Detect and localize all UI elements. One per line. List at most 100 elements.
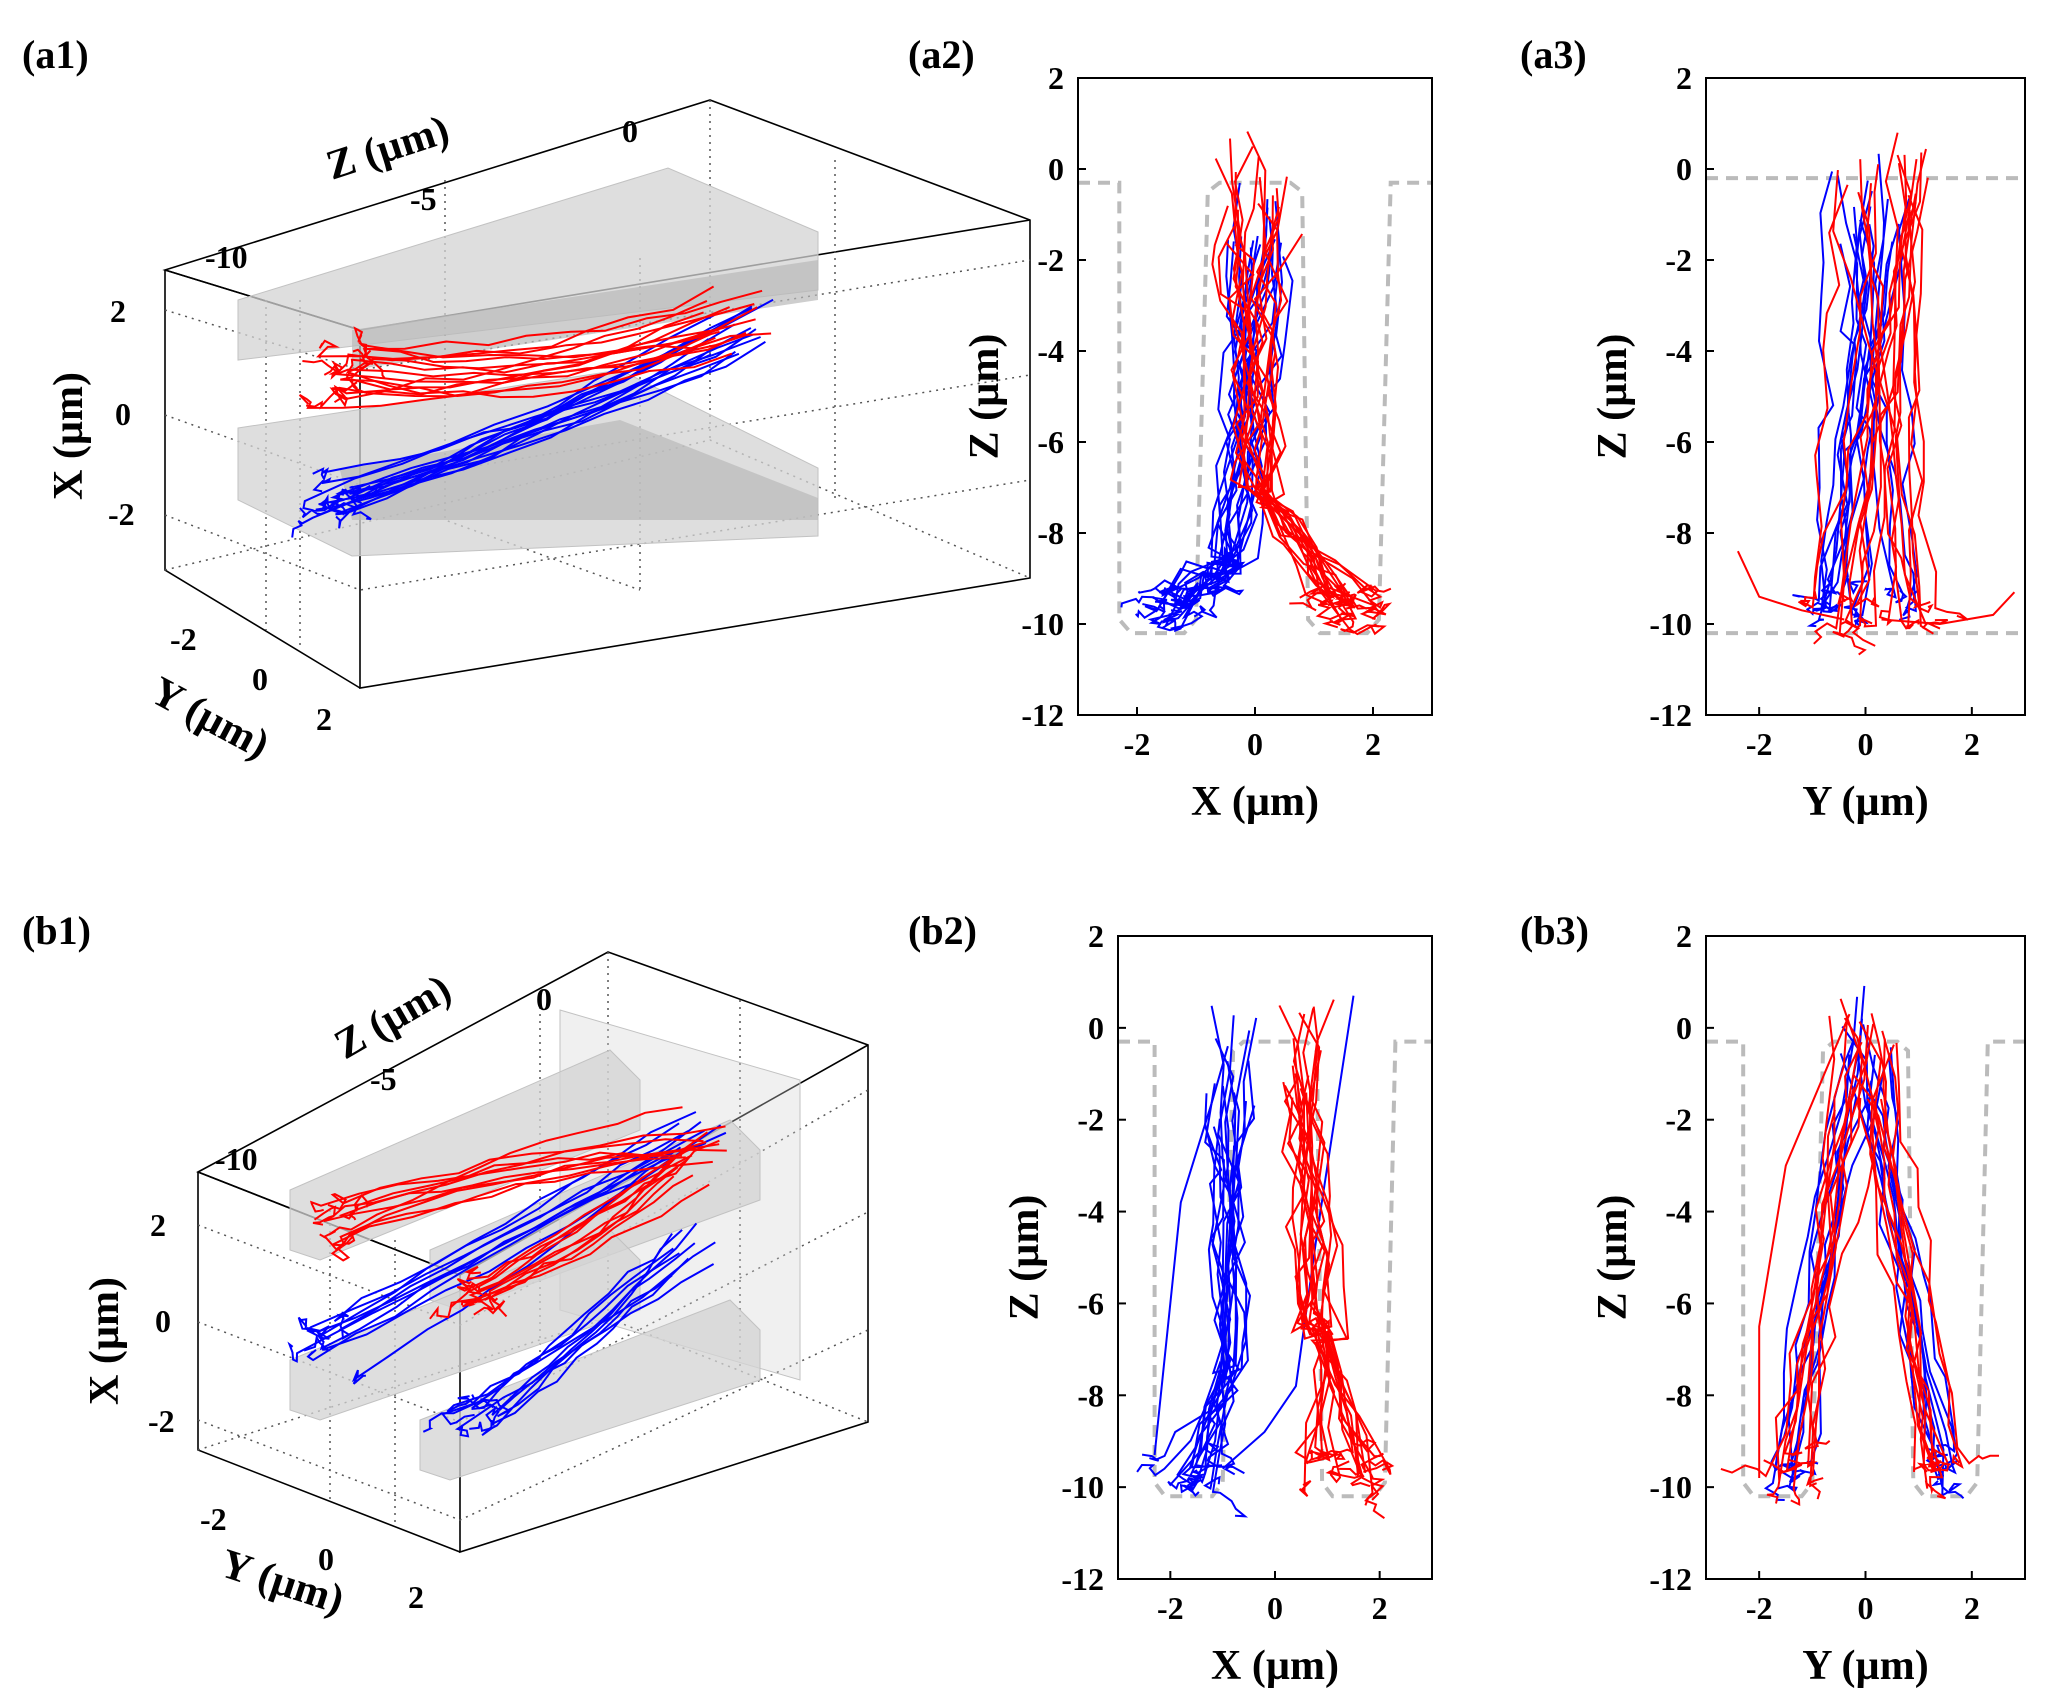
z-tick-1: -5	[370, 1061, 397, 1097]
z-tick-2: 0	[536, 981, 552, 1017]
y-tick-5: -8	[1037, 515, 1064, 551]
y-tick-2: 2	[316, 701, 332, 737]
blue-trace-14	[1822, 206, 1872, 614]
panel-label-a2: (a2)	[908, 32, 975, 77]
blue-trace-8	[306, 1131, 727, 1362]
y-tick-3: -4	[1037, 333, 1064, 369]
channel-boundary	[1118, 1039, 1432, 1499]
y-tick-4: -6	[1665, 424, 1692, 460]
red-trace-16	[1217, 225, 1332, 602]
red-trace-12	[1906, 194, 1924, 630]
blue-trace-5	[299, 1149, 678, 1334]
red-trace-26	[340, 328, 720, 389]
lower-right-slab	[419, 1299, 761, 1481]
x-tick-1: 0	[1858, 726, 1874, 762]
x-tick-2: 2	[1372, 1590, 1388, 1626]
red-trace-14	[1278, 1005, 1354, 1460]
y-tick-7: -12	[1649, 1561, 1692, 1597]
red-trace-2	[1813, 158, 1918, 645]
chart-b3: -2 0 2 2 0 -2 -4 -6 -8 -10 -12 Y (µm) Z (µm)	[1590, 918, 2026, 1689]
y-tick-3: -4	[1077, 1194, 1104, 1230]
red-trace-14	[1804, 1015, 1836, 1450]
blue-trace-12	[1788, 1065, 1886, 1483]
z-tick-2: 0	[622, 113, 638, 149]
red-trace-100	[1758, 1013, 1851, 1478]
red-trace-32	[488, 1159, 687, 1318]
red-trace-36	[429, 1166, 679, 1320]
y-tick-7: -12	[1021, 697, 1064, 733]
z-tick-0: -10	[205, 239, 248, 275]
chart-a2: -2 0 2 2 0 -2 -4 -6 -8 -10 -12 X (µm) Z (µm)	[962, 60, 1433, 825]
red-trace-17	[1214, 158, 1393, 620]
z-axis-label: Z (µm)	[327, 966, 459, 1069]
red-trace-21	[310, 1148, 727, 1213]
y-axis-label: Z (µm)	[1002, 1195, 1048, 1321]
blue-trace-9	[1812, 171, 1835, 612]
red-trace-15	[1880, 1098, 1947, 1500]
x-axis-label: X (µm)	[46, 372, 92, 500]
y-tick-0: 2	[1676, 918, 1692, 954]
red-trace-21	[345, 352, 733, 399]
z-tick-1: -5	[410, 181, 437, 217]
y-tick-2: -2	[1665, 242, 1692, 278]
red-trace-17	[1866, 1098, 2000, 1465]
y-tick-1: 0	[1088, 1010, 1104, 1046]
blue-trace-5	[1836, 175, 1897, 599]
blue-trace-19	[446, 1241, 716, 1413]
red-trace-30	[328, 331, 747, 385]
blue-trace-2	[1774, 996, 1859, 1483]
traces	[1720, 985, 2000, 1507]
red-trace-29	[319, 1160, 713, 1251]
panel-label-b2: (b2)	[908, 908, 977, 953]
panel-label-b1: (b1)	[22, 908, 91, 953]
y-tick-2: -2	[1037, 242, 1064, 278]
blue-trace-5	[1203, 1061, 1249, 1491]
x-tick-1: 0	[155, 1303, 171, 1339]
red-trace-15	[1300, 1092, 1363, 1479]
y-tick-4: -6	[1665, 1285, 1692, 1321]
red-trace-8	[1897, 162, 1969, 621]
x-tick-2: 2	[1964, 1590, 1980, 1626]
z-axis-label: Z (µm)	[321, 107, 455, 190]
panel-label-a3: (a3)	[1520, 32, 1587, 77]
red-trace-29	[302, 333, 750, 378]
x-tick-1: 0	[1858, 1590, 1874, 1626]
blue-trace-1	[338, 1130, 689, 1340]
red-trace-17	[1858, 152, 1923, 628]
red-trace-28	[327, 1138, 704, 1211]
x-tick-0: 2	[110, 293, 126, 329]
blue-trace-13	[441, 1252, 680, 1426]
blue-trace-6	[1162, 256, 1272, 598]
y-tick-6: -10	[1649, 1469, 1692, 1505]
red-trace-5	[1804, 184, 1849, 602]
x-tick-1: 0	[1267, 1590, 1283, 1626]
red-trace-14	[1246, 131, 1343, 629]
red-trace-5	[1242, 195, 1380, 634]
traces	[1136, 995, 1395, 1520]
red-trace-18	[1720, 1041, 1863, 1478]
x-axis-label: X (µm)	[1191, 779, 1319, 825]
y-tick-1: 0	[1676, 1010, 1692, 1046]
x-tick-0: -2	[1746, 726, 1773, 762]
red-trace-22	[353, 326, 772, 359]
upper-left-slab	[289, 1049, 641, 1261]
x-tick-2: 2	[1964, 726, 1980, 762]
x-axis-label: Y (µm)	[1802, 1643, 1928, 1689]
red-trace-39	[449, 1154, 693, 1309]
red-trace-6	[1774, 1024, 1869, 1481]
chart-b2: -2 0 2 2 0 -2 -4 -6 -8 -10 -12 X (µm) Z (µm)	[1002, 918, 1433, 1689]
red-trace-101	[1881, 591, 2016, 626]
panel-label-a1: (a1)	[22, 32, 89, 77]
red-trace-26	[322, 1106, 683, 1239]
y-axis-label: Z (µm)	[962, 334, 1008, 460]
y-tick-1: 0	[252, 661, 268, 697]
red-trace-14	[1840, 148, 1927, 630]
red-trace-16	[1832, 170, 1941, 635]
x-tick-0: -2	[1746, 1590, 1773, 1626]
x-axis-label: X (µm)	[1211, 1643, 1339, 1689]
x-tick-2: -2	[108, 496, 135, 532]
z-tick-0: -10	[215, 1141, 258, 1177]
red-trace-38	[462, 1183, 710, 1316]
x-tick-2: 2	[1365, 726, 1381, 762]
y-tick-2: -2	[1665, 1102, 1692, 1138]
